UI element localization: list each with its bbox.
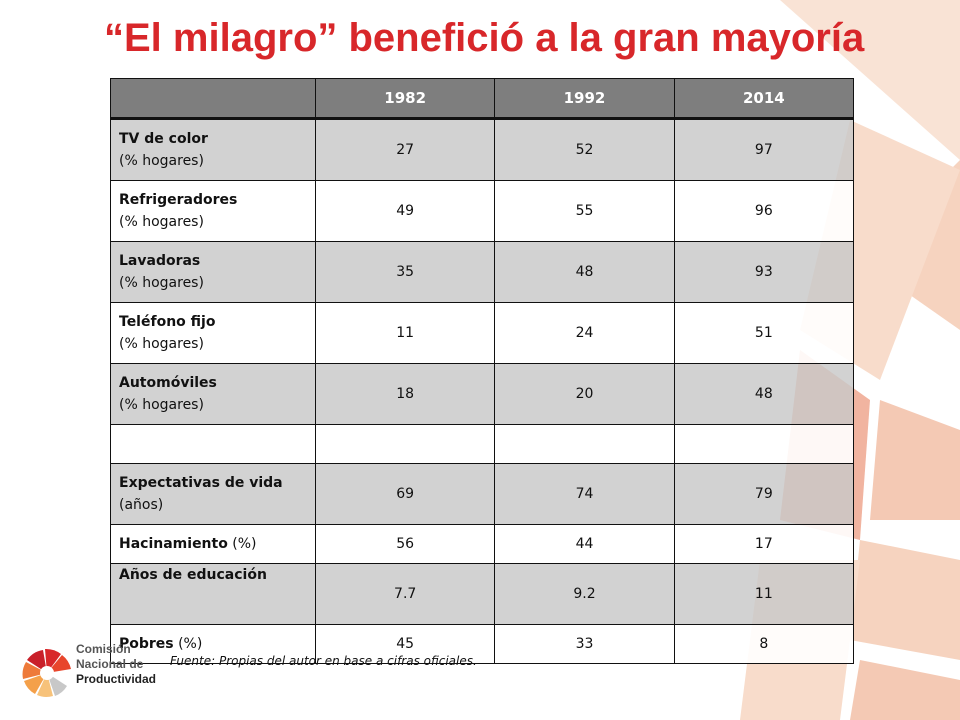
row-unit: (%) — [232, 536, 257, 552]
table-cell: 93 — [673, 241, 855, 303]
row-label-cell: Automóviles (% hogares) — [110, 363, 316, 425]
column-header — [110, 78, 316, 120]
table-cell: 52 — [494, 118, 675, 181]
table-cell: 18 — [314, 363, 496, 425]
row-label-cell: Expectativas de vida (años) — [110, 463, 316, 525]
column-header: 1992 — [494, 78, 675, 120]
row-unit: (% hogares) — [119, 275, 204, 291]
row-label: Expectativas de vida — [119, 475, 283, 491]
table-cell: 45 — [314, 624, 496, 664]
row-unit: (% hogares) — [119, 153, 204, 169]
row-label-cell: Teléfono fijo (% hogares) — [110, 302, 316, 364]
table-row: TV de color (% hogares) 27 52 97 — [110, 118, 855, 181]
cnp-logo-icon — [22, 648, 71, 697]
column-header: 2014 — [673, 78, 855, 120]
row-label: Automóviles — [119, 375, 217, 391]
logo-line: Nacional de — [76, 657, 144, 671]
row-label-cell: TV de color (% hogares) — [110, 118, 316, 181]
table-cell: 35 — [314, 241, 496, 303]
table-cell: 48 — [494, 241, 675, 303]
row-unit: (años) — [119, 497, 164, 513]
row-label: Teléfono fijo — [119, 314, 216, 330]
table-row: Hacinamiento (%) 56 44 17 — [110, 524, 855, 564]
page-title: “El milagro” benefició a la gran mayoría — [104, 16, 865, 60]
empty-cell — [110, 424, 316, 464]
row-label: TV de color — [119, 131, 208, 147]
table-cell: 20 — [494, 363, 675, 425]
row-label: Hacinamiento — [119, 536, 228, 552]
table-header-row: 1982 1992 2014 — [110, 78, 855, 120]
empty-cell — [673, 424, 855, 464]
table-cell: 44 — [494, 524, 675, 564]
data-table: 1982 1992 2014 TV de color (% hogares) 27… — [110, 78, 855, 664]
table-cell: 8 — [673, 624, 855, 664]
row-unit: (% hogares) — [119, 214, 204, 230]
logo-line: Comisión — [76, 642, 131, 656]
row-label: Años de educación — [119, 567, 267, 583]
row-label-cell: Pobres (%) — [110, 624, 316, 664]
table-row: Refrigeradores (% hogares) 49 55 96 — [110, 180, 855, 242]
row-label-cell: Años de educación — [110, 563, 316, 625]
logo-line: Productividad — [76, 672, 157, 686]
spacer-row — [110, 424, 855, 464]
table-cell: 74 — [494, 463, 675, 525]
table-cell: 11 — [314, 302, 496, 364]
table-cell: 7.7 — [314, 563, 496, 625]
column-header: 1982 — [314, 78, 496, 120]
table-cell: 17 — [673, 524, 855, 564]
table-cell: 56 — [314, 524, 496, 564]
table-cell: 24 — [494, 302, 675, 364]
table-cell: 49 — [314, 180, 496, 242]
row-label: Lavadoras — [119, 253, 201, 269]
table-cell: 33 — [494, 624, 675, 664]
table-cell: 11 — [673, 563, 855, 625]
empty-cell — [314, 424, 496, 464]
row-label-cell: Lavadoras (% hogares) — [110, 241, 316, 303]
row-label-cell: Refrigeradores (% hogares) — [110, 180, 316, 242]
row-unit: (% hogares) — [119, 336, 204, 352]
table-cell: 48 — [673, 363, 855, 425]
table-row: Pobres (%) 45 33 8 — [110, 624, 855, 664]
table-row: Años de educación 7.7 9.2 11 — [110, 563, 855, 625]
table-cell: 69 — [314, 463, 496, 525]
table-cell: 9.2 — [494, 563, 675, 625]
table-cell: 79 — [673, 463, 855, 525]
table-cell: 27 — [314, 118, 496, 181]
organization-logo: Comisión Nacional de Productividad — [22, 640, 182, 706]
table-cell: 55 — [494, 180, 675, 242]
table-row: Lavadoras (% hogares) 35 48 93 — [110, 241, 855, 303]
row-unit: (%) — [178, 636, 203, 652]
table-cell: 97 — [673, 118, 855, 181]
row-label: Refrigeradores — [119, 192, 238, 208]
table-row: Automóviles (% hogares) 18 20 48 — [110, 363, 855, 425]
organization-name: Comisión Nacional de Productividad — [76, 642, 156, 687]
table-cell: 96 — [673, 180, 855, 242]
row-unit: (% hogares) — [119, 397, 204, 413]
table-row: Teléfono fijo (% hogares) 11 24 51 — [110, 302, 855, 364]
source-note: Fuente: Propias del autor en base a cifr… — [170, 654, 477, 668]
table-row: Expectativas de vida (años) 69 74 79 — [110, 463, 855, 525]
table-cell: 51 — [673, 302, 855, 364]
row-label-cell: Hacinamiento (%) — [110, 524, 316, 564]
row-label: Pobres — [119, 636, 174, 652]
empty-cell — [494, 424, 675, 464]
